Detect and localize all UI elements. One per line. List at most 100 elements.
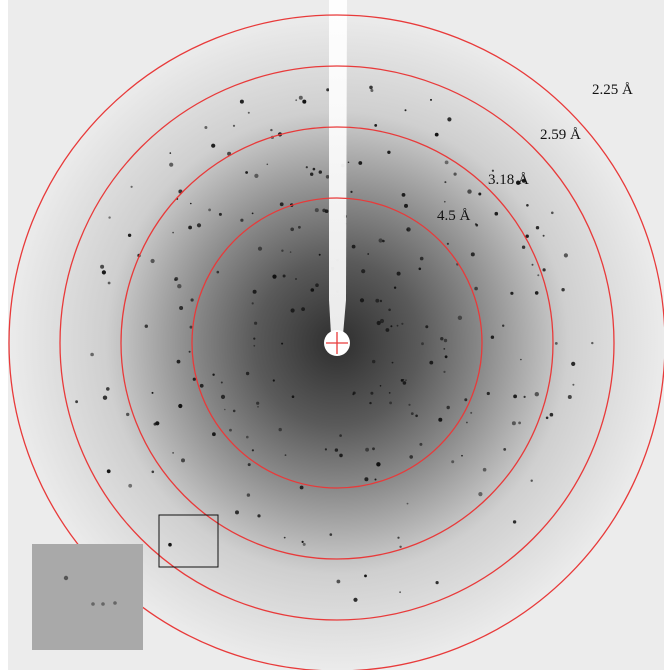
diffraction-spot: [478, 492, 482, 496]
diffraction-spot: [405, 109, 407, 111]
diffraction-spot: [389, 392, 391, 394]
diffraction-spot: [555, 342, 558, 345]
diffraction-spot: [193, 378, 196, 381]
diffraction-spot: [535, 392, 539, 396]
diffraction-spot: [257, 514, 260, 517]
diffraction-spot: [513, 395, 517, 399]
diffraction-spot: [128, 234, 131, 237]
diffraction-spot: [543, 268, 546, 271]
ring-label: 4.5 Å: [437, 208, 471, 224]
diffraction-spot: [298, 226, 301, 229]
diffraction-spot: [487, 392, 490, 395]
diffraction-spot: [295, 99, 297, 101]
inset-spot: [64, 576, 68, 580]
diffraction-spot: [440, 337, 443, 340]
inset-panel: [32, 544, 143, 650]
diffraction-spot: [319, 254, 321, 256]
diffraction-spot: [145, 325, 148, 328]
diffraction-spot: [212, 432, 216, 436]
diffraction-spot: [572, 384, 574, 386]
diffraction-spot: [168, 543, 172, 547]
diffraction-spot: [478, 193, 481, 196]
diffraction-spot: [252, 449, 254, 451]
diffraction-spot: [447, 406, 450, 409]
diffraction-spot: [438, 418, 442, 422]
diffraction-spot: [483, 468, 487, 472]
inset-spot: [113, 601, 117, 605]
diffraction-spot: [212, 374, 214, 376]
diffraction-spot: [429, 361, 433, 365]
diffraction-spot: [543, 235, 545, 237]
diffraction-spot: [258, 247, 262, 251]
diffraction-spot: [169, 163, 173, 167]
diffraction-spot: [467, 189, 471, 193]
diffraction-spot: [415, 415, 418, 418]
diffraction-spot: [394, 287, 396, 289]
diffraction-spot: [245, 171, 248, 174]
diffraction-spot: [190, 326, 193, 329]
diffraction-spot: [380, 300, 382, 302]
diffraction-spot: [360, 298, 364, 302]
diffraction-spot: [401, 379, 404, 382]
diffraction-spot: [229, 429, 232, 432]
diffraction-spot: [221, 382, 223, 384]
diffraction-spot: [302, 541, 304, 543]
diffraction-spot: [292, 395, 295, 398]
diffraction-spot: [315, 283, 319, 287]
diffraction-spot: [561, 288, 564, 291]
diffraction-spot: [189, 351, 191, 353]
diffraction-spot: [399, 591, 401, 593]
diffraction-spot: [520, 359, 522, 361]
diffraction-spot: [240, 100, 244, 104]
diffraction-spot: [330, 533, 333, 536]
diffraction-spot: [358, 161, 362, 165]
diffraction-spot: [372, 360, 375, 363]
diffraction-spot: [339, 434, 342, 437]
diffraction-spot: [252, 213, 254, 215]
diffraction-spot: [535, 291, 539, 295]
diffraction-spot: [380, 319, 384, 323]
diffraction-spot: [326, 88, 329, 91]
diffraction-spot: [546, 417, 549, 420]
diffraction-spot: [402, 193, 406, 197]
diffraction-spot: [252, 302, 254, 304]
diffraction-spot: [211, 144, 215, 148]
diffraction-spot: [407, 503, 409, 505]
diffraction-spot: [411, 412, 414, 415]
diffraction-spot: [470, 412, 472, 414]
diffraction-spot: [285, 454, 287, 456]
diffraction-spot: [364, 575, 367, 578]
diffraction-spot: [390, 325, 392, 327]
diffraction-spot: [217, 271, 220, 274]
diffraction-spot: [406, 227, 410, 231]
diffraction-spot: [319, 170, 322, 173]
diffraction-spot: [502, 325, 504, 327]
diffraction-spot: [103, 396, 107, 400]
detector: 4.5 Å 3.18 Å 2.59 Å 2.25 Å: [8, 0, 664, 670]
diffraction-spot: [526, 204, 529, 207]
diffraction-spot: [108, 216, 110, 218]
diffraction-spot: [454, 173, 457, 176]
diffraction-spot: [272, 275, 276, 279]
diffraction-spot: [337, 580, 341, 584]
diffraction-spot: [177, 360, 181, 364]
diffraction-spot: [444, 181, 446, 183]
diffraction-spot: [290, 228, 294, 232]
diffraction-spot: [310, 173, 313, 176]
ring-label: 3.18 Å: [488, 172, 529, 188]
ring-label: 2.59 Å: [540, 127, 581, 143]
diffraction-spot: [421, 342, 424, 345]
diffraction-spot: [409, 455, 413, 459]
inset-spot: [91, 602, 95, 606]
diffraction-spot: [369, 86, 373, 90]
diffraction-spot: [106, 387, 110, 391]
diffraction-spot: [100, 265, 104, 269]
diffraction-spot: [254, 174, 258, 178]
diffraction-spot: [550, 413, 554, 417]
diffraction-spot: [174, 277, 178, 281]
diffraction-spot: [281, 343, 283, 345]
diffraction-spot: [388, 309, 391, 312]
diffraction-spot: [197, 223, 201, 227]
diffraction-spot: [335, 448, 338, 451]
diffraction-spot: [537, 274, 539, 276]
